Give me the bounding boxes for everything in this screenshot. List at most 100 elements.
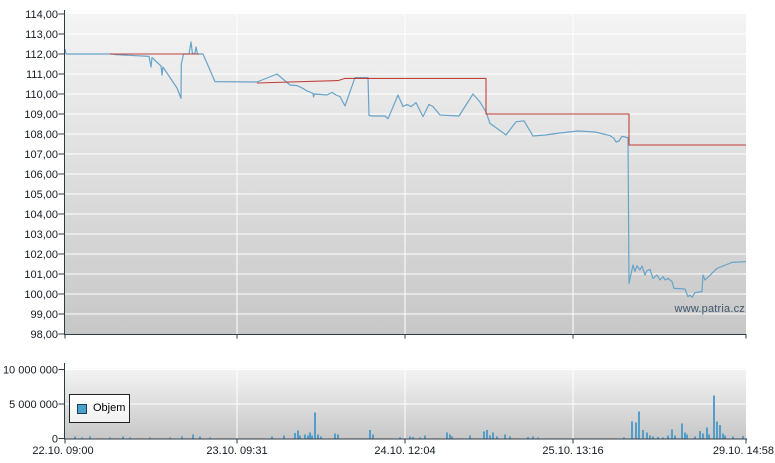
volume-bar (646, 432, 648, 439)
x-axis-label: 23.10. 09:31 (206, 445, 267, 457)
volume-bar (372, 434, 374, 439)
volume-bar (719, 425, 721, 439)
y-axis-label: 110,00 (25, 89, 58, 101)
volume-bar (469, 435, 471, 439)
x-axis-label: 25.10. 13:16 (542, 445, 603, 457)
volume-bar (271, 436, 273, 439)
volume-bars (74, 395, 744, 439)
y-axis-label: 0 (52, 434, 58, 446)
volume-bar (652, 436, 654, 439)
y-axis-label: 5 000 000 (9, 399, 58, 411)
volume-bar (192, 434, 194, 439)
volume-bar (334, 433, 336, 439)
y-axis-label: 103,00 (24, 229, 58, 241)
volume-bar (307, 435, 309, 439)
volume-bar (638, 411, 640, 439)
volume-bar (311, 435, 313, 439)
price-gridlines (65, 14, 746, 335)
volume-bar (489, 435, 491, 439)
y-axis-label: 109,00 (24, 109, 58, 121)
volume-bar (320, 436, 322, 439)
volume-bar (674, 435, 676, 439)
volume-bar (662, 437, 664, 439)
y-axis-label: 113,00 (25, 29, 58, 41)
volume-legend: Objem (69, 394, 130, 423)
volume-legend-swatch-icon (77, 403, 87, 414)
y-axis-label: 114,00 (25, 9, 58, 21)
patria-watermark: www.patria.cz (674, 303, 745, 315)
volume-bar (492, 432, 494, 439)
volume-bar (694, 436, 696, 439)
volume-bar (412, 436, 414, 439)
volume-bar (294, 432, 296, 439)
y-axis-label: 102,00 (24, 249, 58, 261)
volume-bar (532, 436, 534, 439)
volume-bar (684, 432, 686, 439)
x-axis-label: 22.10. 09:00 (32, 445, 93, 457)
volume-bar (399, 437, 401, 439)
volume-bar (708, 434, 710, 439)
volume-bar (169, 437, 171, 439)
volume-bar (699, 430, 701, 439)
volume-bar (706, 427, 708, 439)
volume-bar (496, 436, 498, 439)
volume-bar (681, 423, 683, 439)
volume-bar (686, 434, 688, 439)
volume-bar (671, 429, 673, 439)
volume-bar (537, 437, 539, 439)
y-axis-label: 106,00 (24, 169, 58, 181)
volume-bar (89, 436, 91, 439)
volume-bar (304, 434, 306, 439)
volume-bar (742, 436, 744, 439)
y-axis-label: 98,00 (30, 329, 58, 341)
volume-bar (283, 435, 285, 439)
volume-gridlines (65, 368, 746, 439)
volume-bar (631, 421, 633, 439)
y-axis-label: 101,00 (24, 269, 58, 281)
volume-legend-label: Objem (93, 402, 126, 414)
volume-bar (317, 434, 319, 439)
volume-bar (309, 432, 311, 439)
price-series (64, 41, 747, 298)
y-axis-label: 112,00 (25, 49, 58, 61)
volume-bar (181, 436, 183, 439)
volume-bar (449, 434, 451, 439)
volume-bar (74, 436, 76, 439)
axis-labels: 114,00 113,00 112,00 111,00 110,00 109,00 108,… (3, 9, 774, 457)
volume-bar (409, 436, 411, 439)
x-axis-label: 29.10. 14:58 (713, 445, 774, 457)
x-axis-label: 24.10. 12:04 (374, 445, 435, 457)
y-axis-label: 107,00 (24, 149, 58, 161)
volume-bar (299, 435, 301, 439)
reference-line (256, 77, 746, 146)
volume-bar (504, 434, 506, 439)
volume-bar (314, 412, 316, 439)
volume-bar (337, 434, 339, 439)
volume-bar (722, 433, 724, 439)
volume-bar (702, 433, 704, 439)
volume-bar (649, 435, 651, 439)
volume-bar (623, 437, 625, 439)
volume-bar (109, 437, 111, 439)
volume-bar (657, 437, 659, 439)
y-axis-label: 104,00 (24, 209, 58, 221)
volume-bar (642, 430, 644, 439)
volume-bar (149, 437, 151, 439)
volume-bar (716, 421, 718, 439)
volume-bar (369, 429, 371, 439)
price-line (64, 41, 747, 298)
volume-bar (451, 436, 453, 439)
volume-bar (483, 431, 485, 439)
volume-bar (297, 430, 299, 439)
volume-bar (81, 437, 83, 439)
y-axis-label: 99,00 (30, 309, 58, 321)
volume-bar (486, 429, 488, 439)
volume-bar (724, 435, 726, 439)
volume-bar (713, 395, 715, 439)
y-axis-label: 10 000 000 (3, 365, 58, 377)
volume-bar (667, 435, 669, 439)
volume-bar (129, 437, 131, 439)
volume-bar (509, 436, 511, 439)
